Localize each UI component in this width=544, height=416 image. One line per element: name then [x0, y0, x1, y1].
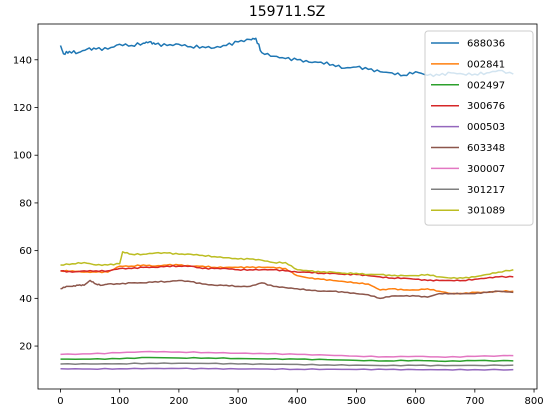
legend-label-301217: 301217: [467, 185, 505, 196]
legend-label-002841: 002841: [467, 59, 505, 70]
series-line-300007: [60, 350, 514, 359]
x-tick-label: 800: [524, 396, 543, 407]
legend-label-300676: 300676: [467, 101, 505, 112]
series-line-002841: [60, 263, 514, 295]
chart-legend: 688036 002841 002497 300676 000503 603348 3000…: [424, 30, 534, 226]
series-line-301089: [60, 251, 514, 280]
series-line-300676: [60, 264, 514, 282]
series-layer: [59, 37, 514, 371]
y-tick-label: 20: [19, 342, 32, 353]
y-tick-label: 100: [13, 151, 32, 162]
x-tick-label: 500: [347, 396, 366, 407]
legend-label-002497: 002497: [467, 80, 505, 91]
x-tick-label: 200: [169, 396, 188, 407]
y-tick-label: 40: [19, 294, 32, 305]
x-tick-label: 600: [406, 396, 425, 407]
y-tick-label: 120: [13, 103, 32, 114]
y-tick-label: 60: [19, 246, 32, 257]
legend-label-300007: 300007: [467, 164, 505, 175]
y-tick-label: 80: [19, 198, 32, 209]
series-line-000503: [60, 367, 514, 371]
series-line-603348: [60, 279, 514, 300]
x-tick-label: 300: [229, 396, 248, 407]
y-tick-label: 140: [13, 55, 32, 66]
x-tick-label: 0: [57, 396, 63, 407]
series-line-301217: [60, 362, 514, 367]
legend-label-301089: 301089: [467, 206, 505, 217]
legend-label-000503: 000503: [467, 122, 505, 133]
x-tick-label: 400: [288, 396, 307, 407]
x-tick-label: 700: [465, 396, 484, 407]
legend-label-603348: 603348: [467, 143, 505, 154]
legend-box: [424, 30, 534, 226]
plot-frame: [37, 23, 538, 390]
series-line-002497: [60, 356, 514, 363]
legend-label-688036: 688036: [467, 39, 505, 50]
x-tick-label: 100: [110, 396, 129, 407]
axes-layer: 0 100 200 300 400 500 600 700 800 20 40 60 80 100 120 1…: [13, 23, 544, 407]
chart-title: 159711.SZ: [249, 4, 325, 20]
